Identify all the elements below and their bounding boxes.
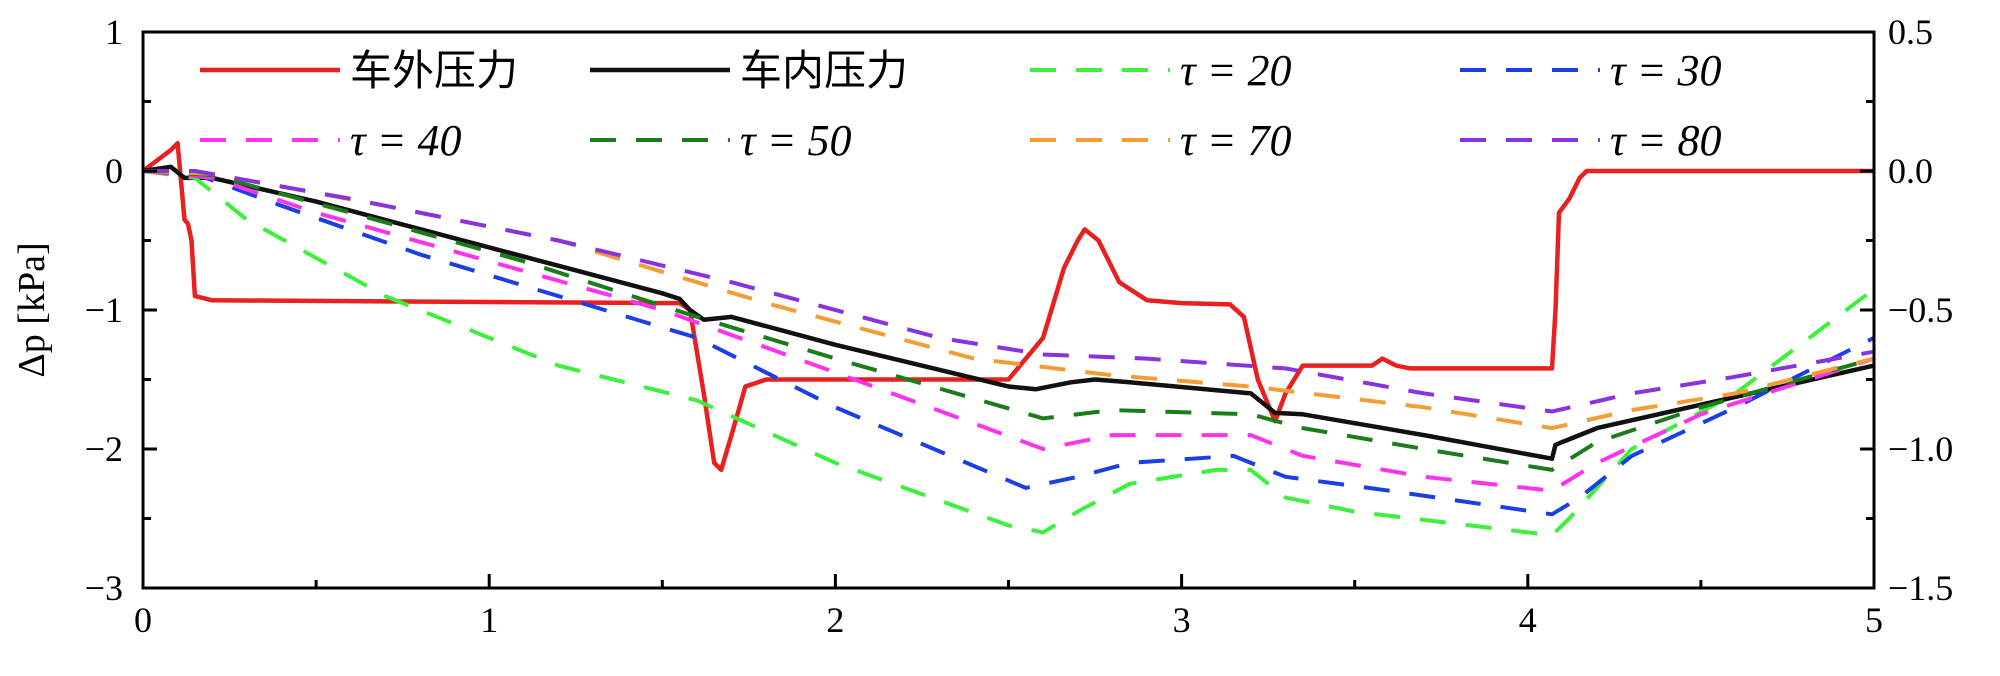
series-line-6 xyxy=(142,169,1875,472)
x-tick-label: 4 xyxy=(1519,600,1537,640)
legend-label-6: τ = 50 xyxy=(740,116,851,165)
y2-tick-label: 0.5 xyxy=(1888,12,1933,52)
legend: 车外压力 车内压力 τ = 20 τ = 30 τ = 40 τ = 50 τ = 70 τ … xyxy=(200,46,1721,165)
x-tick-label: 5 xyxy=(1865,600,1883,640)
series-lines xyxy=(141,140,1876,538)
y2-tick-label: −1.5 xyxy=(1888,568,1953,608)
legend-label-7: τ = 70 xyxy=(1180,116,1291,165)
legend-label-1: 车外压力 xyxy=(350,46,518,95)
x-tick-label: 3 xyxy=(1173,600,1191,640)
axis-ticks xyxy=(141,30,1876,590)
x-tick-label: 2 xyxy=(826,600,844,640)
y-tick-label: −1 xyxy=(85,290,123,330)
series-line-8 xyxy=(143,169,1875,414)
y-tick-label: −3 xyxy=(85,568,123,608)
series-line-1 xyxy=(141,140,1874,473)
x-tick-label: 0 xyxy=(134,600,152,640)
axis-tick-labels: 0 1 2 3 4 5 1 0 −1 −2 −3 0.5 0.0 −0.5 −1.0 −1.5 xyxy=(85,12,1954,640)
series-line-3 xyxy=(142,169,1876,538)
y-tick-label: 0 xyxy=(105,151,123,191)
legend-label-3: τ = 20 xyxy=(1180,46,1291,95)
legend-label-8: τ = 80 xyxy=(1610,116,1721,165)
legend-label-2: 车内压力 xyxy=(740,46,908,95)
y2-tick-label: −1.0 xyxy=(1888,429,1953,469)
x-tick-label: 1 xyxy=(480,600,498,640)
series-line-4 xyxy=(142,169,1875,517)
y2-tick-label: 0.0 xyxy=(1888,151,1933,191)
legend-label-5: τ = 40 xyxy=(350,116,461,165)
y-tick-label: 1 xyxy=(105,12,123,52)
series-line-2 xyxy=(142,164,1875,461)
y2-tick-label: −0.5 xyxy=(1888,290,1953,330)
series-line-5 xyxy=(142,169,1875,493)
legend-label-4: τ = 30 xyxy=(1610,46,1721,95)
y-tick-label: −2 xyxy=(85,429,123,469)
y-axis-title: Δp [kPa] xyxy=(11,242,53,377)
